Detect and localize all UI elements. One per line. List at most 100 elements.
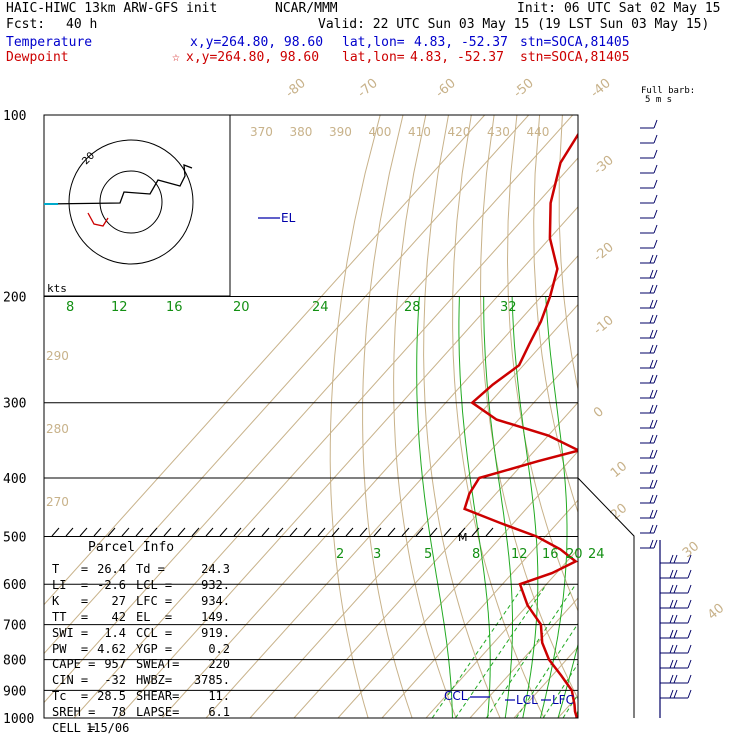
level-hatch	[177, 527, 186, 537]
level-hatch	[191, 527, 200, 537]
dewpoint-latlon-label: lat,lon=	[342, 50, 405, 65]
wind-barb	[640, 359, 658, 369]
isotherm	[381, 499, 578, 718]
level-hatch	[485, 527, 494, 537]
parcel-field-value: 6.1	[208, 705, 230, 720]
isotherm	[690, 115, 740, 718]
temperature-label: -10	[591, 313, 617, 338]
parcel-field-value: 26.4	[97, 562, 126, 576]
hodograph-frame	[43, 114, 231, 297]
parcel-field-label: CCL =	[136, 625, 173, 640]
wind-barb	[640, 314, 658, 324]
pressure-label: 1000	[3, 712, 34, 727]
isotherm	[337, 450, 578, 718]
pressure-label: 900	[3, 684, 26, 699]
wind-barb	[640, 329, 658, 339]
mixing-ratio-label: 20	[566, 547, 583, 562]
mixing-ratio-line	[542, 662, 578, 718]
parcel-field-value: 78	[111, 705, 126, 720]
wind-barb	[660, 599, 692, 609]
parcel-field-label: LFC =	[136, 593, 173, 608]
dry-adiabat	[608, 115, 740, 718]
mixing-ratio-label: 12	[111, 300, 128, 315]
mixing-ratio-line	[562, 693, 578, 718]
level-hatch	[93, 527, 102, 537]
parcel-field-value: 24.3	[201, 562, 230, 576]
isotherm	[161, 255, 578, 718]
level-hatch	[275, 527, 284, 537]
theta-label: 420	[448, 125, 471, 139]
moist-adiabat	[611, 297, 740, 719]
wind-barb	[640, 119, 658, 129]
wind-barb	[660, 659, 692, 669]
isotherm	[602, 115, 740, 718]
wind-barb	[640, 209, 658, 219]
moist-adiabat	[483, 296, 513, 718]
temperature-legend: Temperature	[6, 35, 93, 50]
parcel-field-value: 27	[111, 593, 126, 608]
theta-label: 290	[46, 349, 69, 363]
isotherm	[205, 303, 578, 718]
hodograph-ring	[68, 139, 194, 265]
dry-adiabat	[631, 115, 740, 718]
hodograph-units: kts	[47, 282, 67, 295]
isotherm	[557, 695, 578, 718]
dry-adiabat	[654, 115, 740, 718]
wind-barb	[640, 224, 658, 234]
parcel-field-value: -32	[104, 673, 126, 688]
pressure-label: 700	[3, 619, 26, 634]
temperature-label: -30	[591, 153, 617, 178]
hodograph-trace	[43, 164, 193, 205]
dewpoint-stn: stn=SOCA,81405	[520, 50, 630, 65]
wind-barb	[660, 644, 692, 654]
isotherm	[44, 115, 486, 606]
parcel-field-label: LCL =	[136, 577, 173, 592]
valid-time: Valid: 22 UTC Sun 03 May 15 (19 LST Sun …	[318, 17, 710, 32]
moist-adiabat	[539, 296, 568, 718]
wind-barb	[640, 179, 658, 189]
pressure-label: 800	[3, 654, 26, 669]
parcel-field-label: K =	[52, 593, 89, 608]
parcel-field-label: Td =	[136, 562, 165, 576]
parcel-field-value: 220	[208, 657, 230, 672]
wind-barb	[660, 584, 692, 594]
wind-barb	[640, 404, 658, 414]
dry-adiabat	[676, 115, 740, 718]
wind-barb	[640, 524, 658, 534]
wind-barb	[640, 344, 658, 354]
wind-barb	[640, 254, 658, 264]
temperature-label: -70	[355, 76, 381, 101]
parcel-field-value: 1.4	[104, 625, 126, 640]
isotherm	[425, 548, 578, 718]
hodograph-trace-low	[87, 212, 109, 227]
dry-adiabat	[423, 115, 501, 718]
theta-label: 380	[290, 125, 313, 139]
level-hatch	[359, 527, 368, 537]
level-hatch	[443, 527, 452, 537]
temperature-label: 40	[705, 601, 727, 623]
wind-barb	[640, 494, 658, 504]
parcel-field-value: 42	[111, 609, 126, 624]
mixing-ratio-label: 8	[472, 547, 480, 562]
temperature-latlon: 4.83, -52.37	[414, 35, 508, 50]
wind-barb	[640, 284, 658, 294]
skew-t-plot-area	[44, 115, 740, 719]
m-marker-label: M	[458, 531, 468, 544]
theta-label: 270	[46, 495, 69, 509]
mixing-ratio-label: 24	[312, 300, 329, 315]
mixing-ratio-label: 5	[424, 547, 432, 562]
mixing-ratio-label: 3	[373, 547, 381, 562]
level-hatch	[415, 527, 424, 537]
parcel-field-label: T =	[52, 562, 89, 576]
pressure-label: 300	[3, 397, 26, 412]
parcel-field-label: YGP =	[136, 641, 173, 656]
temperature-xy: x,y=264.80, 98.60	[190, 35, 324, 50]
theta-label: 440	[527, 125, 550, 139]
lfc-marker-label: LFC	[552, 693, 574, 707]
parcel-field-label: PW =	[52, 641, 89, 656]
dry-adiabat	[329, 115, 381, 718]
mixing-ratio-label: 20	[233, 300, 250, 315]
parcel-field-value: 115/06	[86, 721, 130, 735]
barb-title-1: Full barb:	[641, 86, 696, 96]
